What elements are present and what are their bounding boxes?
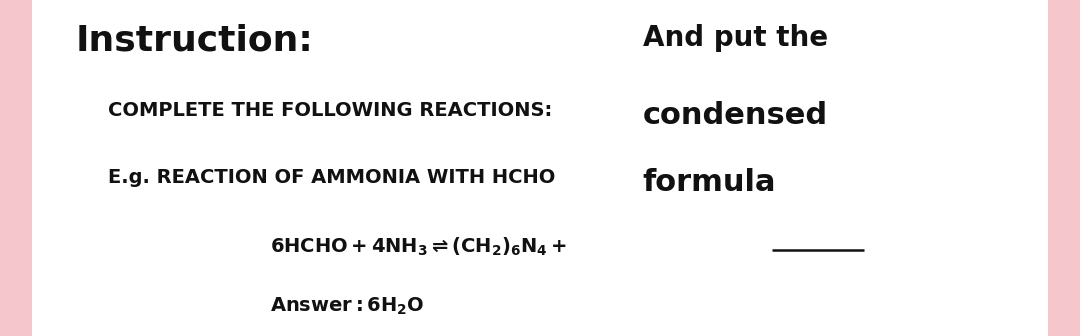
Text: $\mathbf{Answer: 6H_2O}$: $\mathbf{Answer: 6H_2O}$	[270, 296, 424, 317]
FancyBboxPatch shape	[32, 0, 1048, 336]
Text: E.g. REACTION OF AMMONIA WITH HCHO: E.g. REACTION OF AMMONIA WITH HCHO	[108, 168, 555, 187]
Text: condensed: condensed	[643, 101, 827, 130]
Text: COMPLETE THE FOLLOWING REACTIONS:: COMPLETE THE FOLLOWING REACTIONS:	[108, 101, 552, 120]
Text: $\mathbf{6HCHO + 4NH_3 \rightleftharpoons (CH_2)_6N_4 +}$: $\mathbf{6HCHO + 4NH_3 \rightleftharpoon…	[270, 235, 567, 257]
Text: Instruction:: Instruction:	[76, 24, 313, 57]
Text: formula: formula	[643, 168, 777, 197]
Text: And put the: And put the	[643, 24, 827, 51]
